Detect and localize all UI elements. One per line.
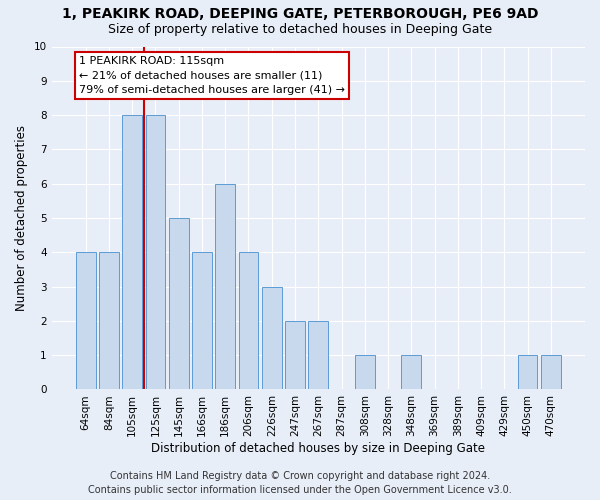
Bar (355, 355, 374, 390)
Bar (215, 184, 235, 390)
Bar (285, 321, 305, 390)
Bar (146, 115, 166, 390)
Bar (76, 252, 95, 390)
Bar (541, 355, 561, 390)
Text: Contains HM Land Registry data © Crown copyright and database right 2024.
Contai: Contains HM Land Registry data © Crown c… (88, 471, 512, 495)
Bar (239, 252, 259, 390)
Text: 1 PEAKIRK ROAD: 115sqm
← 21% of detached houses are smaller (11)
79% of semi-det: 1 PEAKIRK ROAD: 115sqm ← 21% of detached… (79, 56, 344, 96)
Bar (518, 355, 538, 390)
Text: 1, PEAKIRK ROAD, DEEPING GATE, PETERBOROUGH, PE6 9AD: 1, PEAKIRK ROAD, DEEPING GATE, PETERBORO… (62, 8, 538, 22)
Bar (192, 252, 212, 390)
Text: Size of property relative to detached houses in Deeping Gate: Size of property relative to detached ho… (108, 22, 492, 36)
Bar (401, 355, 421, 390)
Bar (262, 286, 281, 390)
X-axis label: Distribution of detached houses by size in Deeping Gate: Distribution of detached houses by size … (151, 442, 485, 455)
Bar (122, 115, 142, 390)
Bar (169, 218, 188, 390)
Bar (308, 321, 328, 390)
Bar (99, 252, 119, 390)
Y-axis label: Number of detached properties: Number of detached properties (15, 125, 28, 311)
